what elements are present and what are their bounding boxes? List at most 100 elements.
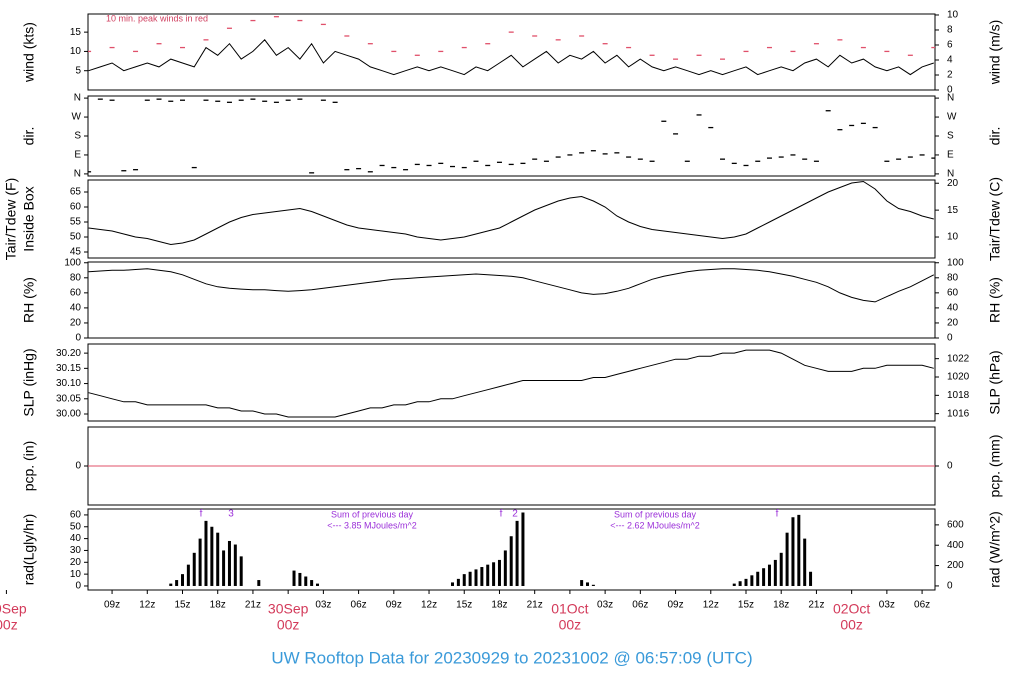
x-tick-label: 18z: [491, 600, 507, 611]
y-tick-label: 30: [70, 545, 82, 556]
x-tick-label: 03z: [315, 600, 331, 611]
data-line: [88, 39, 934, 76]
y-tick-label: 30.15: [56, 363, 81, 374]
y-axis-label: rad(Lgly/hr): [21, 514, 37, 586]
plot-area: [88, 349, 934, 418]
data-line: [88, 349, 934, 418]
x-tick-label: 15z: [738, 600, 754, 611]
x-tick-label: 21z: [245, 600, 261, 611]
y2-tick-label: 60: [947, 287, 959, 298]
y2-tick-label: 6: [947, 40, 953, 51]
y-axis-label: wind (kts): [21, 22, 37, 83]
y-tick-label: 40: [70, 533, 82, 544]
y-tick-label: 0: [75, 333, 81, 344]
y-tick-label: 5: [75, 65, 81, 76]
y-axis-label: RH (%): [21, 277, 37, 323]
annotation: <--- 2.62 MJoules/m^2: [610, 520, 700, 530]
y-tick-label: 30.10: [56, 378, 81, 389]
y2-axis-label: SLP (hPa): [987, 350, 1003, 414]
y-tick-label: N: [74, 93, 81, 104]
x-tick-label: 15z: [456, 600, 472, 611]
y2-tick-label: 1022: [947, 353, 970, 364]
x-day-sublabel: 00z: [559, 617, 582, 633]
plot-area: [88, 268, 935, 303]
y-tick-label: 10: [70, 46, 82, 57]
panel-frame: [87, 13, 936, 91]
y-tick-label: 20: [70, 318, 82, 329]
y-axis-label: pcp. (in): [21, 441, 37, 492]
x-day-sublabel: 00z: [0, 617, 18, 633]
data-line: [88, 268, 935, 303]
plot-area: [88, 16, 935, 76]
y2-axis-label: dir.: [987, 127, 1003, 146]
y-tick-label: 50: [70, 521, 82, 532]
y-tick-label: N: [74, 169, 81, 180]
y-tick-label: 30.20: [56, 348, 81, 359]
y2-tick-label: 2: [947, 70, 953, 81]
annotation: Sum of previous day: [614, 509, 697, 519]
y-tick-label: 10: [70, 569, 82, 580]
x-tick-label: 12z: [703, 600, 719, 611]
y-axis-label: SLP (inHg): [21, 348, 37, 416]
x-day-sublabel: 00z: [840, 617, 863, 633]
x-day-label: 01Oct: [551, 601, 588, 617]
y-tick-label: 80: [70, 272, 82, 283]
y-axis-label: dir.: [21, 127, 37, 146]
y-tick-label: S: [74, 131, 81, 142]
y2-axis-label: RH (%): [987, 277, 1003, 323]
x-tick-label: 18z: [773, 600, 789, 611]
y2-tick-label: W: [947, 112, 957, 123]
y-tick-label: 55: [70, 217, 82, 228]
y2-tick-label: 20: [947, 318, 959, 329]
y2-tick-label: S: [947, 131, 954, 142]
x-tick-label: 21z: [527, 600, 543, 611]
y2-tick-label: 80: [947, 272, 959, 283]
annotation: f: [500, 509, 503, 520]
y-axis-label: Inside Box: [21, 186, 37, 251]
y-tick-label: 65: [70, 187, 82, 198]
y-tick-label: 60: [70, 287, 82, 298]
x-tick-label: 21z: [808, 600, 824, 611]
panel-frame: [87, 508, 936, 591]
x-tick-label: 06z: [632, 600, 648, 611]
y-tick-label: 0: [75, 581, 81, 592]
y2-tick-label: 15: [947, 205, 959, 216]
x-day-label: 02Oct: [833, 601, 870, 617]
x-tick-label: 09z: [386, 600, 402, 611]
panel-frame: [87, 261, 936, 339]
y2-tick-label: 0: [947, 85, 953, 96]
x-tick-label: 15z: [174, 600, 190, 611]
y-tick-label: 60: [70, 202, 82, 213]
annotation: f: [200, 509, 203, 520]
x-tick-label: 09z: [104, 600, 120, 611]
y2-tick-label: 0: [947, 581, 953, 592]
y2-tick-label: 400: [947, 540, 964, 551]
annotation: 2: [512, 509, 518, 520]
y2-tick-label: 4: [947, 55, 953, 66]
data-line: [88, 180, 934, 246]
x-tick-label: 12z: [421, 600, 437, 611]
x-tick-label: 18z: [210, 600, 226, 611]
y2-axis-label: rad (W/m^2): [987, 511, 1003, 588]
x-day-label: 29Sep: [0, 601, 27, 617]
y2-axis-label: wind (m/s): [987, 20, 1003, 86]
plot-area: [88, 98, 935, 174]
annotation: Sum of previous day: [331, 509, 414, 519]
y2-tick-label: 1018: [947, 390, 970, 401]
y2-tick-label: 20: [947, 178, 959, 189]
y2-axis-label: pcp. (mm): [987, 435, 1003, 498]
plot-area: [169, 512, 813, 586]
y-tick-label: 30.05: [56, 393, 81, 404]
x-tick-label: 06z: [914, 600, 930, 611]
y-tick-label: 15: [70, 27, 82, 38]
y-tick-label: E: [74, 150, 81, 161]
y-tick-label: 100: [64, 257, 81, 268]
annotation: <--- 3.85 MJoules/m^2: [327, 520, 417, 530]
y-tick-label: 30.00: [56, 409, 81, 420]
y2-tick-label: 0: [947, 333, 953, 344]
x-day-sublabel: 00z: [277, 617, 300, 633]
y-axis-label: Tair/Tdew (F): [3, 178, 19, 260]
y2-tick-label: N: [947, 169, 954, 180]
y2-tick-label: 40: [947, 303, 959, 314]
